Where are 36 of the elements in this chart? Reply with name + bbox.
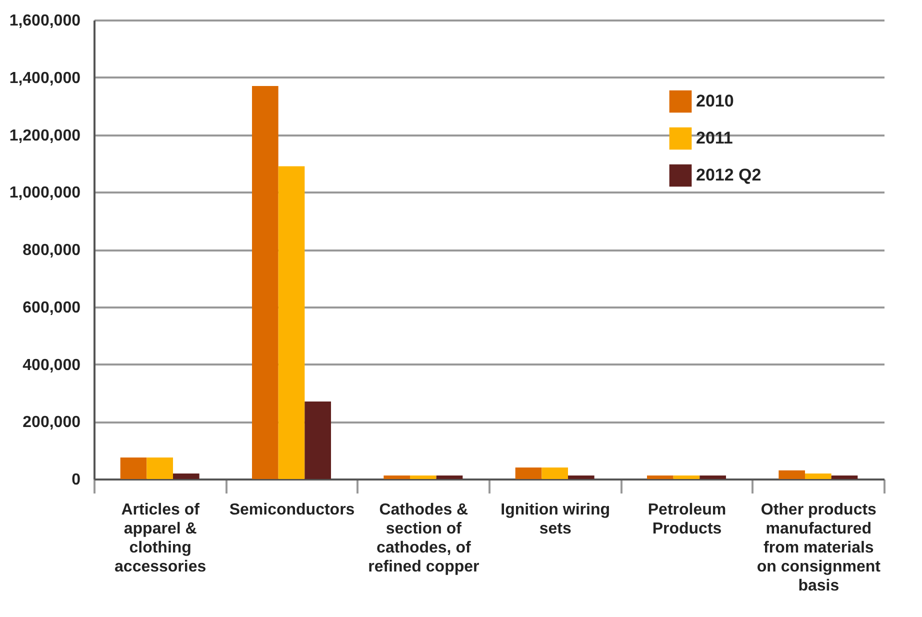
y-tick-label: 1,600,000: [9, 12, 81, 30]
bar: [515, 468, 542, 479]
x-tick-label: Articles of apparel & clothing accessories: [114, 502, 206, 576]
x-tick-label: Semiconductors: [229, 502, 355, 518]
bar: [410, 476, 436, 479]
bar: [384, 476, 410, 479]
x-tick-label: Ignition wiring sets: [500, 502, 610, 538]
bar: [252, 86, 278, 479]
bar: [778, 470, 805, 479]
y-tick-label: 1,200,000: [9, 127, 81, 144]
y-tick-label: 1,400,000: [9, 70, 81, 87]
bar: [436, 476, 463, 479]
y-tick-label: 400,000: [22, 356, 81, 374]
bar: [700, 476, 726, 479]
bar: [120, 457, 147, 479]
y-tick-label: 200,000: [22, 414, 81, 432]
bar: [173, 474, 200, 479]
bar: [647, 476, 674, 479]
bar: [542, 468, 568, 479]
bar: [146, 457, 173, 479]
y-tick-label: 800,000: [22, 242, 81, 259]
bar: [805, 474, 832, 479]
legend-label: 2010: [696, 92, 734, 110]
legend-label: 2012 Q2: [696, 166, 762, 184]
x-tick-label: Cathodes & section of cathodes, of refined copper: [368, 502, 480, 576]
x-tick-label: Petroleum Products: [648, 502, 726, 538]
bar: [568, 476, 594, 479]
bar: [304, 402, 331, 479]
x-tick-label: Other products manufactured from materials on consignment basis: [756, 502, 882, 594]
y-tick-label: 0: [72, 472, 81, 488]
y-tick-label: 600,000: [22, 299, 81, 316]
bar: [673, 476, 700, 479]
legend-label: 2011: [696, 128, 733, 148]
bar: [831, 476, 858, 479]
y-tick-label: 1,000,000: [9, 184, 81, 202]
bar: [278, 166, 305, 479]
